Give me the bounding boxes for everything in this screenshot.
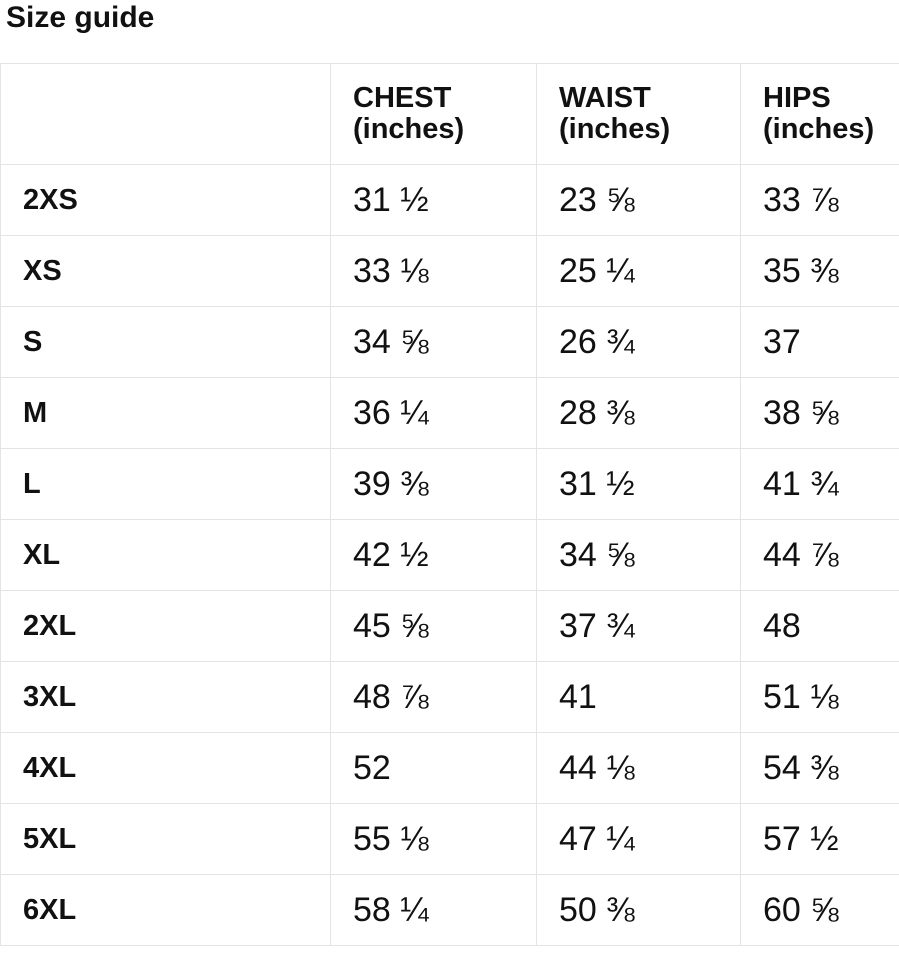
chest-value: 34 ⅝ — [330, 306, 537, 378]
size-label: 2XS — [0, 164, 331, 236]
chest-value: 52 — [330, 732, 537, 804]
chest-value: 45 ⅝ — [330, 590, 537, 662]
table-row: XS 33 ⅛ 25 ¼ 35 ⅜ — [0, 235, 899, 307]
waist-value: 31 ½ — [536, 448, 741, 520]
chest-value: 36 ¼ — [330, 377, 537, 449]
header-cell-waist: WAIST (inches) — [536, 63, 741, 165]
waist-value: 37 ¾ — [536, 590, 741, 662]
header-cell-size — [0, 63, 331, 165]
table-row: L 39 ⅜ 31 ½ 41 ¾ — [0, 448, 899, 520]
hips-value: 44 ⅞ — [740, 519, 899, 591]
size-label: XL — [0, 519, 331, 591]
waist-value: 28 ⅜ — [536, 377, 741, 449]
header-hips-unit: (inches) — [763, 113, 875, 145]
hips-value: 37 — [740, 306, 899, 378]
page-title: Size guide — [6, 1, 155, 34]
header-hips-label: HIPS — [763, 82, 831, 114]
table-row: S 34 ⅝ 26 ¾ 37 — [0, 306, 899, 378]
waist-value: 34 ⅝ — [536, 519, 741, 591]
header-chest-unit: (inches) — [353, 113, 465, 145]
size-label: XS — [0, 235, 331, 307]
chest-value: 39 ⅜ — [330, 448, 537, 520]
hips-value: 38 ⅝ — [740, 377, 899, 449]
size-label: 6XL — [0, 874, 331, 946]
chest-value: 33 ⅛ — [330, 235, 537, 307]
header-cell-hips: HIPS (inches) — [740, 63, 899, 165]
waist-value: 26 ¾ — [536, 306, 741, 378]
chest-value: 42 ½ — [330, 519, 537, 591]
table-row: 2XS 31 ½ 23 ⅝ 33 ⅞ — [0, 164, 899, 236]
size-label: 5XL — [0, 803, 331, 875]
chest-value: 31 ½ — [330, 164, 537, 236]
hips-value: 57 ½ — [740, 803, 899, 875]
size-label: L — [0, 448, 331, 520]
header-chest-label: CHEST — [353, 82, 452, 114]
table-row: 6XL 58 ¼ 50 ⅜ 60 ⅝ — [0, 874, 899, 946]
waist-value: 25 ¼ — [536, 235, 741, 307]
hips-value: 60 ⅝ — [740, 874, 899, 946]
chest-value: 55 ⅛ — [330, 803, 537, 875]
size-guide-table: CHEST (inches) WAIST (inches) HIPS (inch… — [0, 63, 899, 946]
waist-value: 41 — [536, 661, 741, 733]
table-row: M 36 ¼ 28 ⅜ 38 ⅝ — [0, 377, 899, 449]
waist-value: 23 ⅝ — [536, 164, 741, 236]
chest-value: 48 ⅞ — [330, 661, 537, 733]
table-row: 3XL 48 ⅞ 41 51 ⅛ — [0, 661, 899, 733]
size-label: 4XL — [0, 732, 331, 804]
header-waist-unit: (inches) — [559, 113, 671, 145]
waist-value: 47 ¼ — [536, 803, 741, 875]
table-row: XL 42 ½ 34 ⅝ 44 ⅞ — [0, 519, 899, 591]
hips-value: 48 — [740, 590, 899, 662]
waist-value: 50 ⅜ — [536, 874, 741, 946]
table-row: 4XL 52 44 ⅛ 54 ⅜ — [0, 732, 899, 804]
hips-value: 41 ¾ — [740, 448, 899, 520]
hips-value: 33 ⅞ — [740, 164, 899, 236]
hips-value: 51 ⅛ — [740, 661, 899, 733]
hips-value: 35 ⅜ — [740, 235, 899, 307]
chest-value: 58 ¼ — [330, 874, 537, 946]
size-label: M — [0, 377, 331, 449]
header-waist-label: WAIST — [559, 82, 651, 114]
header-cell-chest: CHEST (inches) — [330, 63, 537, 165]
table-row: 5XL 55 ⅛ 47 ¼ 57 ½ — [0, 803, 899, 875]
header-row: CHEST (inches) WAIST (inches) HIPS (inch… — [0, 63, 899, 165]
size-label: 2XL — [0, 590, 331, 662]
table-row: 2XL 45 ⅝ 37 ¾ 48 — [0, 590, 899, 662]
size-label: 3XL — [0, 661, 331, 733]
hips-value: 54 ⅜ — [740, 732, 899, 804]
size-label: S — [0, 306, 331, 378]
waist-value: 44 ⅛ — [536, 732, 741, 804]
